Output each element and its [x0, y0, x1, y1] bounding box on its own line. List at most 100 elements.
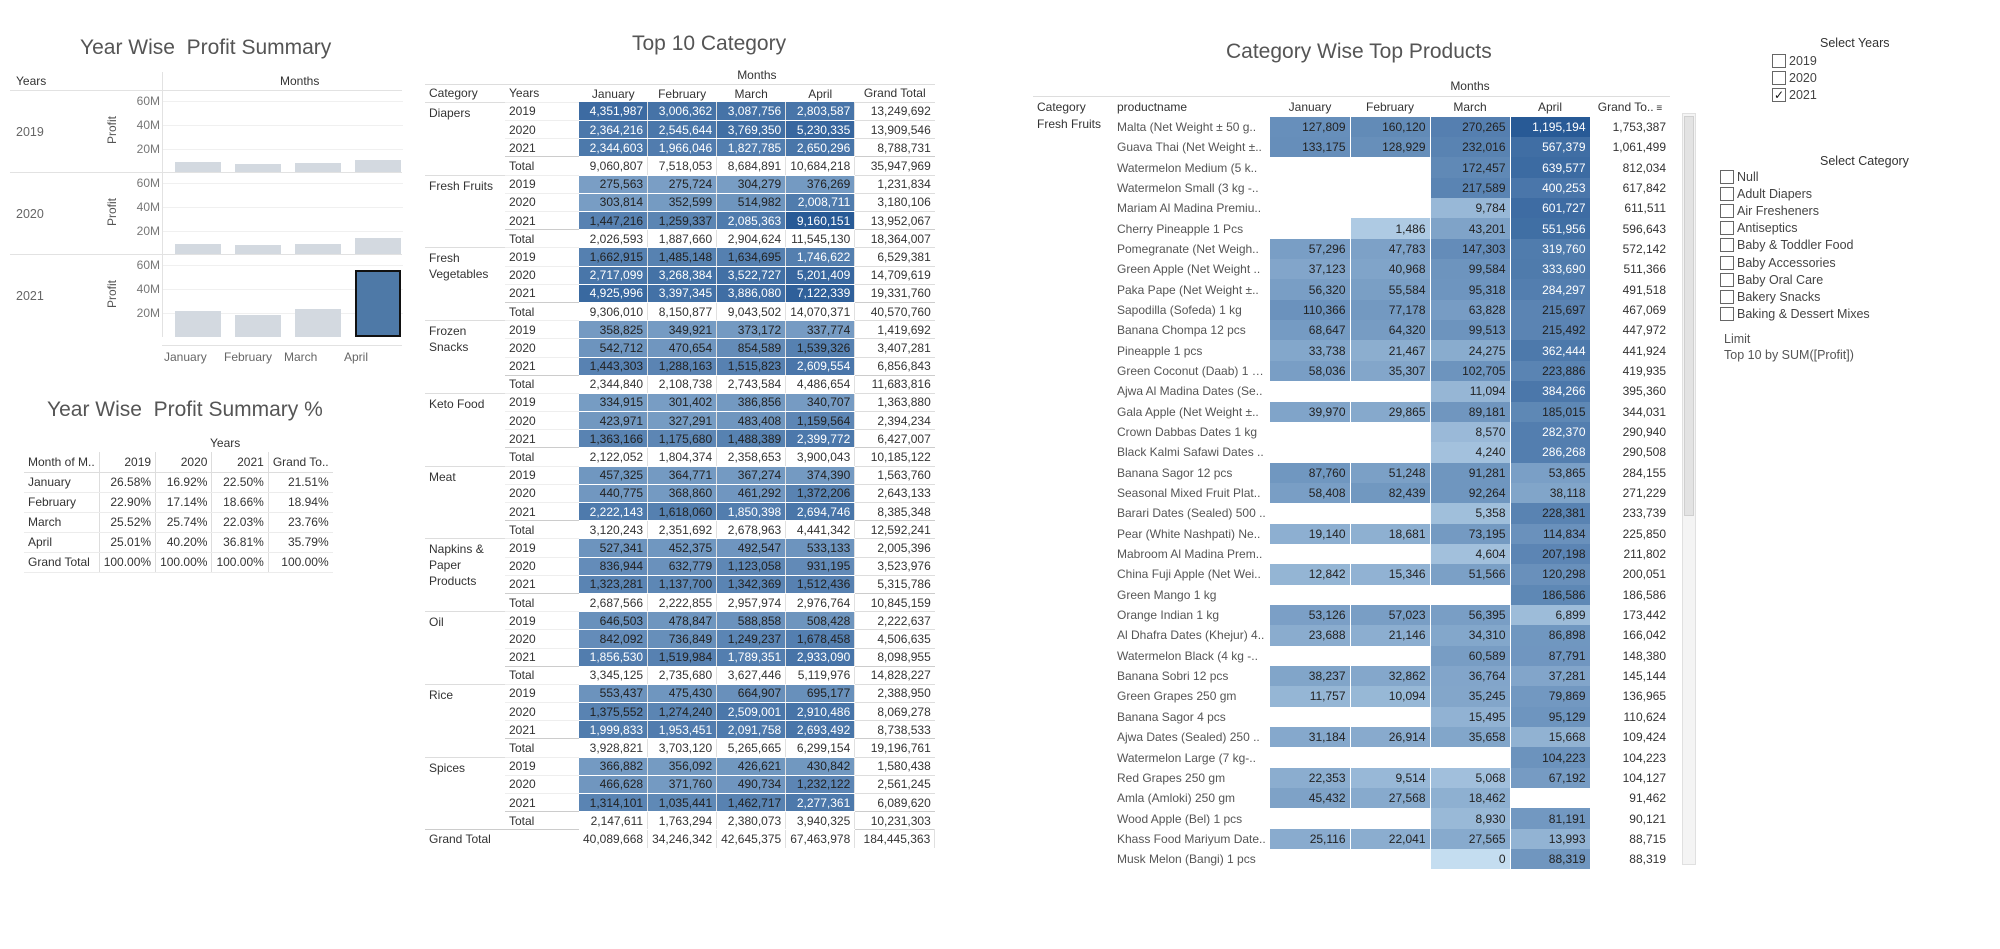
category-checkbox[interactable]: Baking & Dessert Mixes [1720, 306, 1870, 323]
bar-2019-february[interactable] [235, 164, 281, 173]
checkbox-icon[interactable] [1720, 255, 1734, 270]
category-checkbox[interactable]: Air Fresheners [1720, 202, 1819, 219]
value-cell[interactable]: 6,899 [1510, 604, 1591, 626]
bar-2020-january[interactable] [175, 244, 221, 255]
value-cell[interactable]: 1,035,441 [647, 793, 718, 813]
value-cell[interactable]: 99,584 [1430, 259, 1511, 280]
value-cell[interactable]: 228,381 [1510, 503, 1591, 524]
value-cell[interactable]: 10,094 [1350, 686, 1431, 707]
value-cell[interactable]: 1,486 [1350, 218, 1431, 239]
value-cell[interactable]: 1,123,058 [716, 557, 787, 576]
value-cell[interactable]: 461,292 [716, 484, 787, 504]
value-cell[interactable] [1270, 218, 1351, 239]
value-cell[interactable]: 3,900,043 [785, 447, 856, 467]
category-checkbox[interactable]: Antiseptics [1720, 220, 1797, 237]
value-cell[interactable]: 9,514 [1350, 767, 1431, 789]
value-cell[interactable]: 37,281 [1510, 665, 1591, 687]
value-cell[interactable]: 99,513 [1430, 320, 1511, 341]
value-cell[interactable]: 567,379 [1510, 137, 1591, 158]
value-cell[interactable]: 57,296 [1270, 238, 1351, 260]
value-cell[interactable]: 639,577 [1510, 157, 1591, 178]
value-cell[interactable]: 56,320 [1270, 279, 1351, 300]
value-cell[interactable]: 286,268 [1510, 442, 1591, 463]
value-cell[interactable]: 15,346 [1350, 564, 1431, 585]
value-cell[interactable]: 47,783 [1350, 238, 1431, 260]
value-cell[interactable]: 632,779 [647, 557, 718, 576]
value-cell[interactable]: 1,539,326 [785, 338, 856, 358]
value-cell[interactable]: 1,827,785 [716, 138, 787, 158]
value-cell[interactable]: 15,495 [1430, 706, 1511, 727]
value-cell[interactable]: 542,712 [579, 338, 649, 358]
value-cell[interactable] [1350, 808, 1431, 829]
value-cell[interactable]: 362,444 [1510, 340, 1591, 361]
checkbox-icon[interactable] [1720, 307, 1734, 322]
value-cell[interactable]: 1,634,695 [716, 247, 787, 267]
value-cell[interactable]: 185,015 [1510, 401, 1591, 422]
value-cell[interactable]: 6,299,154 [785, 738, 856, 758]
value-cell[interactable]: 2,694,746 [785, 502, 856, 522]
value-cell[interactable]: 2,803,587 [785, 102, 856, 122]
value-cell[interactable]: 58,408 [1270, 482, 1351, 504]
value-cell[interactable]: 5,201,409 [785, 266, 856, 285]
value-cell[interactable]: 91,281 [1430, 462, 1511, 483]
value-cell[interactable]: 2,687,566 [579, 592, 649, 613]
value-cell[interactable]: 842,092 [579, 629, 649, 649]
value-cell[interactable]: 217,589 [1430, 177, 1511, 199]
category-checkbox[interactable]: Baby Oral Care [1720, 271, 1823, 288]
value-cell[interactable]: 45,432 [1270, 788, 1351, 809]
value-cell[interactable]: 57,023 [1350, 604, 1431, 626]
value-cell[interactable]: 4,351,987 [579, 102, 649, 122]
value-cell[interactable]: 352,599 [647, 193, 718, 213]
value-cell[interactable]: 81,191 [1510, 808, 1591, 829]
value-cell[interactable]: 35,307 [1350, 360, 1431, 382]
value-cell[interactable]: 51,566 [1430, 564, 1511, 585]
value-cell[interactable]: 8,150,877 [647, 301, 718, 322]
bar-2021-april[interactable] [355, 270, 401, 337]
bar-2019-january[interactable] [175, 162, 221, 173]
value-cell[interactable] [1350, 421, 1431, 443]
value-cell[interactable]: 19,140 [1270, 523, 1351, 544]
value-cell[interactable]: 27,565 [1430, 828, 1511, 850]
value-cell[interactable] [1270, 503, 1351, 524]
value-cell[interactable]: 349,921 [647, 320, 718, 340]
value-cell[interactable]: 376,269 [785, 175, 856, 194]
category-checkbox[interactable]: Adult Diapers [1720, 185, 1812, 202]
value-cell[interactable]: 1,804,374 [647, 447, 718, 467]
value-cell[interactable]: 533,133 [785, 538, 856, 558]
value-cell[interactable] [1350, 442, 1431, 463]
value-cell[interactable]: 366,882 [579, 757, 649, 776]
value-cell[interactable]: 2,545,644 [647, 120, 718, 140]
value-cell[interactable]: 400,253 [1510, 177, 1591, 199]
value-cell[interactable]: 384,266 [1510, 381, 1591, 402]
value-cell[interactable]: 1,232,122 [785, 775, 856, 795]
value-cell[interactable]: 588,858 [716, 611, 787, 631]
value-cell[interactable]: 88,319 [1510, 849, 1591, 870]
value-cell[interactable]: 2,091,758 [716, 720, 787, 740]
value-cell[interactable]: 2,957,974 [716, 592, 787, 613]
value-cell[interactable]: 2,122,052 [579, 447, 649, 467]
value-cell[interactable]: 2,735,680 [647, 665, 718, 685]
value-cell[interactable]: 368,860 [647, 484, 718, 504]
value-cell[interactable]: 836,944 [579, 557, 649, 576]
value-cell[interactable]: 55,584 [1350, 279, 1431, 300]
value-cell[interactable]: 1,375,552 [579, 702, 649, 722]
value-cell[interactable]: 551,956 [1510, 218, 1591, 239]
value-cell[interactable]: 127,809 [1270, 116, 1351, 138]
value-cell[interactable]: 82,439 [1350, 482, 1431, 504]
value-cell[interactable]: 58,036 [1270, 360, 1351, 382]
checkbox-icon[interactable] [1720, 289, 1734, 304]
value-cell[interactable]: 1,274,240 [647, 702, 718, 722]
value-cell[interactable]: 43,201 [1430, 218, 1511, 239]
value-cell[interactable]: 275,563 [579, 175, 649, 194]
value-cell[interactable]: 15,668 [1510, 727, 1591, 748]
value-cell[interactable]: 186,586 [1510, 584, 1591, 605]
value-cell[interactable]: 7,518,053 [647, 156, 718, 176]
year-checkbox-2020[interactable]: 2020 [1772, 69, 1817, 86]
value-cell[interactable]: 13,993 [1510, 828, 1591, 850]
value-cell[interactable]: 73,195 [1430, 523, 1511, 544]
value-cell[interactable]: 9,060,807 [579, 156, 649, 176]
value-cell[interactable]: 1,372,206 [785, 484, 856, 504]
value-cell[interactable]: 35,658 [1430, 727, 1511, 748]
value-cell[interactable]: 284,297 [1510, 279, 1591, 300]
value-cell[interactable]: 553,437 [579, 684, 649, 704]
